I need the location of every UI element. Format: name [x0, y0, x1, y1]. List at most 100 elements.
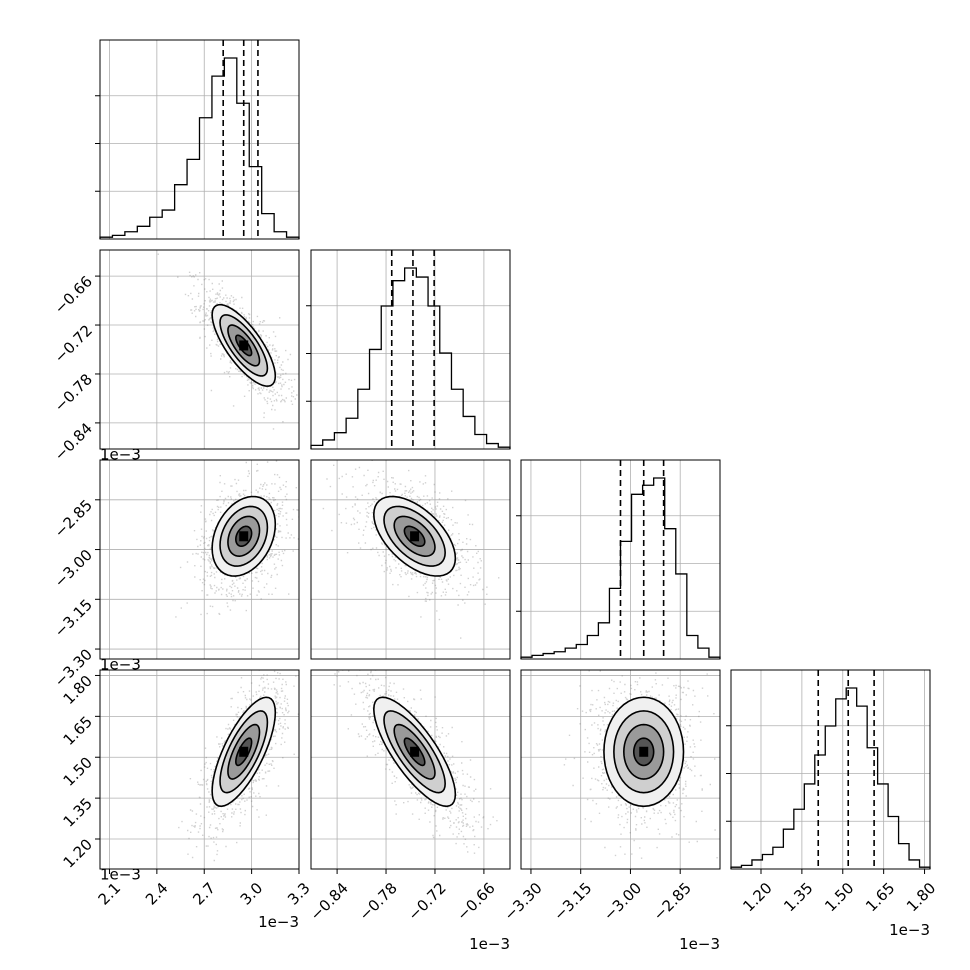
- y-offset-label: 1e−3: [100, 656, 141, 674]
- hist-bar: [175, 185, 187, 239]
- scatter-content: [157, 253, 298, 430]
- scatter-content: [563, 670, 718, 859]
- hist-bar: [687, 635, 698, 659]
- hist-bar: [698, 648, 709, 659]
- hist-bar: [262, 214, 274, 239]
- y-tick-label: 1.35: [60, 794, 96, 830]
- scatter-panel-1-0: [99, 249, 300, 450]
- hist-bar: [665, 529, 676, 659]
- scatter-frame: [310, 459, 511, 660]
- x-tick-label: 1.50: [821, 879, 857, 915]
- x-tick-label: −0.84: [307, 879, 352, 924]
- hist-bar: [162, 210, 174, 239]
- scatter-panel-3-0: [99, 669, 300, 870]
- hist-bar: [416, 277, 428, 449]
- hist-bar: [804, 784, 814, 869]
- scatter-content: [175, 460, 299, 618]
- hist-bar: [393, 281, 405, 449]
- x-tick-label: −0.78: [356, 879, 401, 924]
- x-tick-label: 1.35: [780, 879, 816, 915]
- hist-bar: [249, 167, 261, 239]
- hist-outline: [99, 57, 300, 239]
- scatter-content: [333, 670, 498, 854]
- hist-bar: [475, 435, 487, 449]
- hist-bar: [487, 444, 499, 449]
- hist-bar: [773, 847, 783, 869]
- x-tick-label: 1.20: [739, 879, 775, 915]
- hist-bar: [274, 232, 286, 239]
- hist-bar: [815, 755, 825, 869]
- x-tick-label: −3.30: [500, 879, 545, 924]
- scatter-panel-2-1: [310, 459, 511, 660]
- hist-bar: [878, 784, 888, 869]
- x-offset-label: 1e−3: [258, 913, 299, 931]
- x-offset-label: 1e−3: [889, 921, 930, 939]
- hist-bar: [587, 635, 598, 659]
- hist-bar: [752, 860, 762, 869]
- hist-outline: [310, 267, 511, 449]
- hist-bar: [576, 645, 587, 659]
- density-peak: [239, 340, 249, 351]
- hist-frame-0: [99, 39, 300, 240]
- scatter-content: [178, 670, 299, 862]
- x-tick-label: 1.65: [862, 879, 898, 915]
- hist-panel-2: [516, 459, 721, 660]
- hist-bar: [783, 829, 793, 869]
- hist-bar: [370, 349, 382, 449]
- y-tick-label: −0.66: [51, 272, 96, 317]
- y-tick-label: −0.72: [51, 321, 96, 366]
- y-tick-label: −3.15: [51, 596, 96, 641]
- x-tick-label: 1.80: [903, 879, 939, 915]
- scatter-panel-3-2: [520, 669, 721, 870]
- hist-bar: [428, 306, 440, 449]
- y-tick-label: 1.65: [60, 713, 96, 749]
- hist-bar: [554, 652, 565, 659]
- x-tick-label: 2.4: [142, 879, 172, 909]
- hist-bar: [323, 440, 335, 449]
- x-tick-label: −2.85: [650, 879, 695, 924]
- density-peak: [239, 746, 249, 757]
- hist-frame-2: [520, 459, 721, 660]
- hist-bar: [125, 232, 137, 239]
- hist-bar: [200, 118, 212, 239]
- density-peak: [639, 746, 649, 757]
- y-tick-label: −0.84: [51, 419, 96, 464]
- y-tick-label: −3.00: [51, 546, 96, 591]
- sample-points: [175, 460, 299, 618]
- hist-bar: [358, 389, 370, 449]
- hist-bar: [440, 353, 452, 449]
- scatter-frame: [99, 669, 300, 870]
- hist-panel-3: [726, 669, 931, 870]
- scatter-frame: [99, 249, 300, 450]
- x-tick-label: −0.72: [404, 879, 449, 924]
- hist-bar: [598, 623, 609, 659]
- hist-bar: [909, 860, 919, 869]
- scatter-panel-3-1: [310, 669, 511, 870]
- hist-bar: [762, 855, 772, 869]
- hist-bar: [825, 726, 835, 869]
- x-tick-label: −0.66: [453, 879, 498, 924]
- hist-bar: [451, 389, 463, 449]
- scatter-panel-2-0: [99, 459, 300, 660]
- hist-bar: [150, 217, 162, 239]
- x-tick-label: 2.7: [189, 879, 219, 909]
- hist-frame-1: [310, 249, 511, 450]
- density-peak: [239, 531, 249, 542]
- hist-bar: [405, 268, 417, 449]
- y-tick-label: −0.78: [51, 370, 96, 415]
- hist-bar: [187, 159, 199, 239]
- x-tick-label: 3.0: [237, 879, 267, 909]
- y-tick-label: −2.85: [51, 496, 96, 541]
- hist-panel-0: [95, 39, 300, 240]
- scatter-frame: [99, 459, 300, 660]
- hist-bar: [224, 58, 236, 239]
- hist-bar: [632, 494, 643, 659]
- scatter-frame: [520, 669, 721, 870]
- hist-panel-1: [306, 249, 511, 450]
- density-peak: [410, 746, 420, 757]
- hist-frame-3: [730, 669, 931, 870]
- hist-bar: [381, 306, 393, 449]
- hist-bar: [836, 699, 846, 869]
- hist-bar: [857, 706, 867, 869]
